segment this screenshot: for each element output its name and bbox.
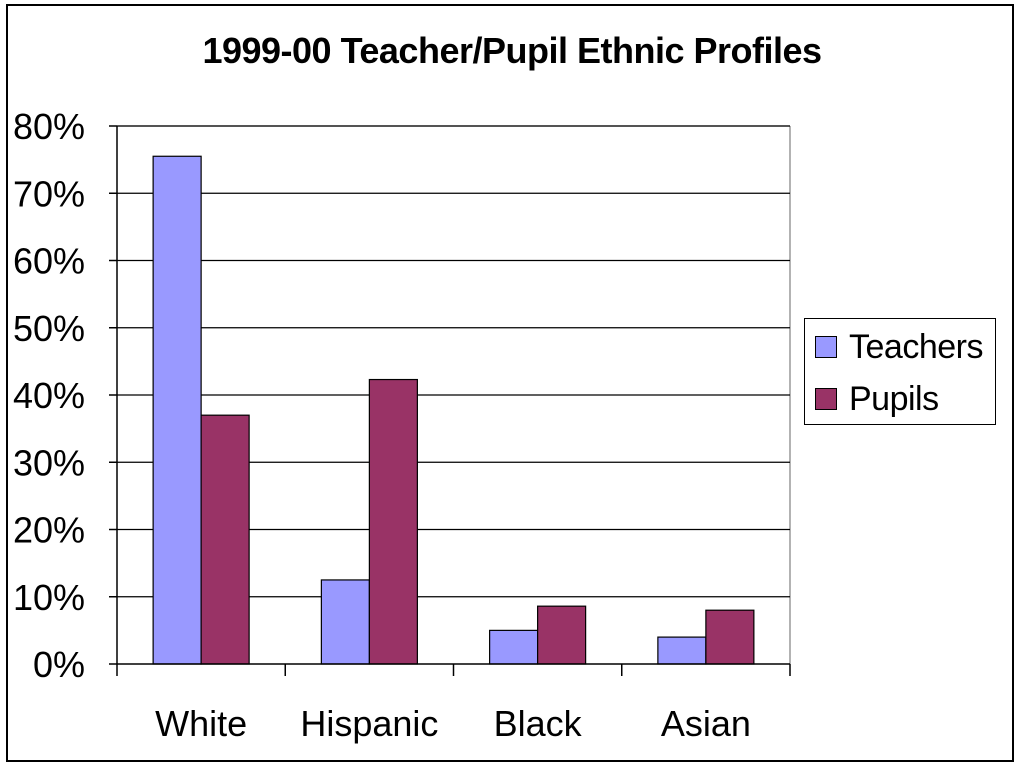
y-tick-label: 40% bbox=[13, 375, 85, 416]
x-tick-label: Hispanic bbox=[300, 703, 438, 744]
y-tick-label: 50% bbox=[13, 308, 85, 349]
bar-teachers-hispanic bbox=[320, 579, 370, 665]
bar-pupils-asian bbox=[705, 609, 755, 665]
chart-legend: Teachers Pupils bbox=[804, 318, 996, 425]
chart-title: 1999-00 Teacher/Pupil Ethnic Profiles bbox=[202, 30, 822, 71]
bar-pupils-hispanic bbox=[368, 378, 418, 665]
x-tick-label: Asian bbox=[661, 703, 751, 744]
bar-teachers-white bbox=[152, 155, 202, 665]
x-tick-label: Black bbox=[494, 703, 583, 744]
y-tick-label: 80% bbox=[13, 106, 85, 147]
legend-swatch-teachers bbox=[815, 336, 837, 358]
y-tick-label: 0% bbox=[33, 644, 85, 685]
y-tick-label: 60% bbox=[13, 241, 85, 282]
y-tick-label: 10% bbox=[13, 577, 85, 618]
bar-teachers-asian bbox=[657, 636, 707, 665]
bar-teachers-black bbox=[489, 629, 539, 665]
legend-item-pupils: Pupils bbox=[815, 379, 939, 419]
bar-pupils-white bbox=[200, 414, 250, 665]
x-tick-label: White bbox=[155, 703, 247, 744]
bar-pupils-black bbox=[537, 605, 587, 665]
legend-label-pupils: Pupils bbox=[849, 379, 939, 418]
y-tick-label: 30% bbox=[13, 442, 85, 483]
legend-swatch-pupils bbox=[815, 388, 837, 410]
legend-item-teachers: Teachers bbox=[815, 327, 983, 367]
y-tick-label: 20% bbox=[13, 510, 85, 551]
y-tick-label: 70% bbox=[13, 173, 85, 214]
legend-label-teachers: Teachers bbox=[849, 327, 983, 366]
